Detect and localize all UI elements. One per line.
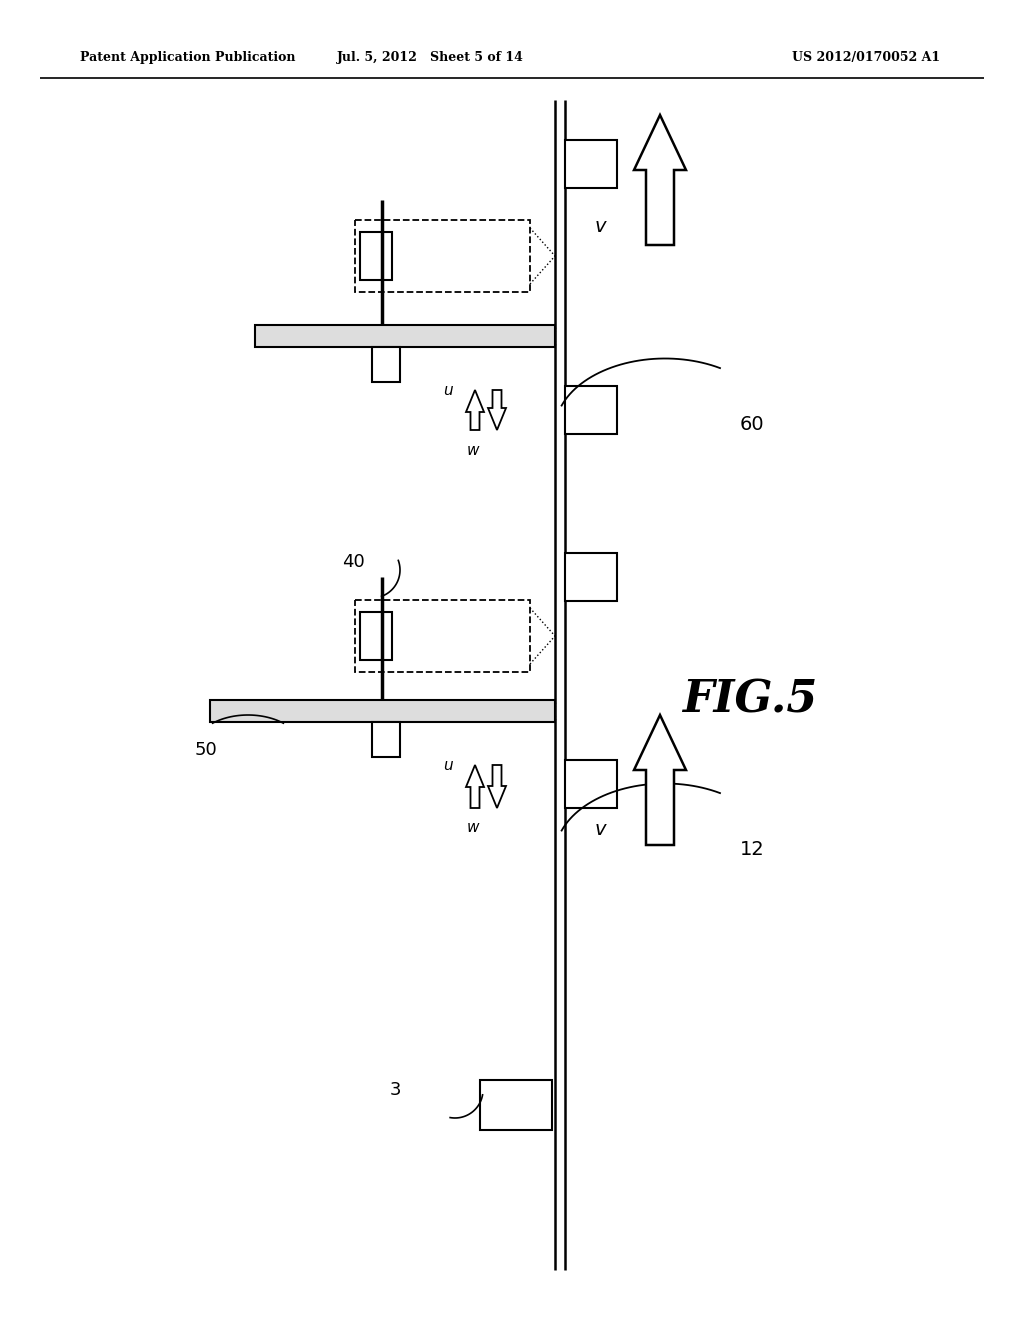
Bar <box>355 601 530 672</box>
Bar <box>360 612 392 660</box>
Text: w: w <box>467 820 479 836</box>
Polygon shape <box>466 389 484 430</box>
Bar <box>565 140 617 187</box>
Bar <box>372 722 400 756</box>
Text: US 2012/0170052 A1: US 2012/0170052 A1 <box>792 51 940 65</box>
Text: 3: 3 <box>390 1081 401 1100</box>
Text: u: u <box>443 758 453 774</box>
Text: 50: 50 <box>195 741 218 759</box>
Text: 60: 60 <box>740 414 765 434</box>
Text: u: u <box>443 383 453 399</box>
Text: v: v <box>595 820 606 840</box>
Bar <box>372 347 400 381</box>
Polygon shape <box>466 766 484 808</box>
Text: Jul. 5, 2012   Sheet 5 of 14: Jul. 5, 2012 Sheet 5 of 14 <box>337 51 523 65</box>
Bar <box>565 553 617 601</box>
Bar <box>480 1080 552 1130</box>
Text: 40: 40 <box>342 553 365 572</box>
Bar <box>210 700 555 722</box>
Polygon shape <box>488 766 506 808</box>
Bar <box>255 325 555 347</box>
Bar <box>565 760 617 808</box>
Polygon shape <box>488 389 506 430</box>
Text: 12: 12 <box>740 840 765 859</box>
Text: FIG.5: FIG.5 <box>682 678 818 722</box>
Bar <box>355 220 530 292</box>
Bar <box>360 232 392 280</box>
Polygon shape <box>634 115 686 246</box>
Bar <box>565 385 617 434</box>
Text: Patent Application Publication: Patent Application Publication <box>80 51 296 65</box>
Text: w: w <box>467 444 479 458</box>
Text: v: v <box>595 216 606 236</box>
Polygon shape <box>634 715 686 845</box>
